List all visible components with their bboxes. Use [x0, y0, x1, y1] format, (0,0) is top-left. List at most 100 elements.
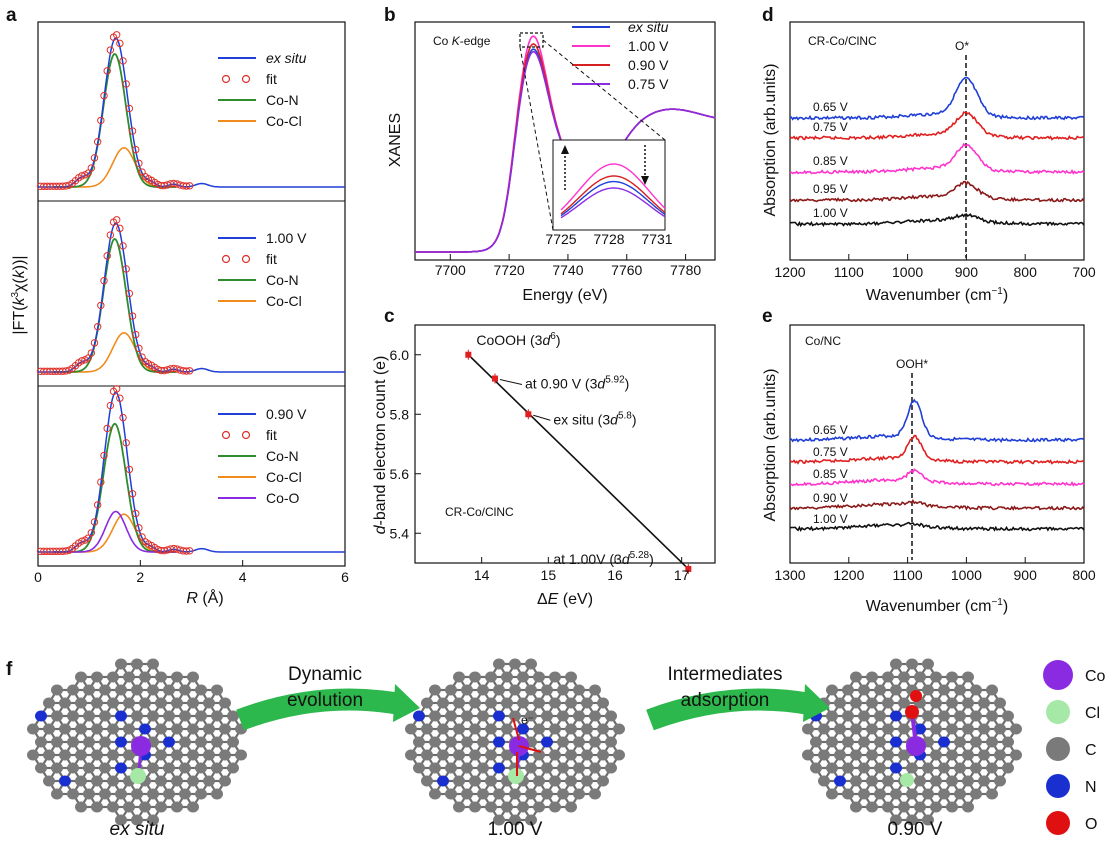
- c-atom: [874, 762, 886, 774]
- panel-a-fit-point-ex-situ: [132, 145, 140, 154]
- c-atom: [485, 749, 497, 761]
- n-atom: [163, 736, 175, 748]
- c-atom: [882, 801, 894, 813]
- c-atom: [429, 710, 441, 722]
- panel-b-xtick-label: 7720: [494, 262, 525, 278]
- c-atom: [211, 736, 223, 748]
- c-atom: [453, 775, 465, 787]
- c-atom: [203, 775, 215, 787]
- panel-b-xtick-label: 7780: [670, 262, 701, 278]
- c-atom: [906, 762, 918, 774]
- c-atom: [810, 736, 822, 748]
- c-atom: [211, 788, 223, 800]
- c-atom: [986, 684, 998, 696]
- panel-b: Co K-edge ex situ 1.00 V 0.90 V 0.75 V 7700…: [387, 19, 716, 304]
- c-atom: [874, 788, 886, 800]
- c-atom: [501, 723, 513, 735]
- c-atom: [842, 788, 854, 800]
- c-atom: [882, 671, 894, 683]
- c-atom: [493, 788, 505, 800]
- c-atom: [501, 801, 513, 813]
- panel-a-fit-point-0-90v: [93, 501, 102, 509]
- c-atom: [605, 710, 617, 722]
- c-atom: [914, 801, 926, 813]
- panel-a-fit-point-ex-situ: [185, 182, 194, 190]
- c-atom: [565, 801, 577, 813]
- n-atom: [437, 775, 449, 787]
- spectrum-4-3: [789, 498, 1085, 511]
- panel-c-ytick-label: 5.6: [390, 466, 410, 482]
- panel-a-fit-point-ex-situ: [135, 159, 143, 167]
- panel-b-xtick-label: 7740: [552, 262, 583, 278]
- c-atom: [51, 788, 63, 800]
- panel-a-legend-marker-fit: [241, 74, 251, 84]
- c-atom: [802, 749, 814, 761]
- c-atom: [43, 697, 55, 709]
- panel-c: CoOOH (3d6) at 0.90 V (3d5.92) ex situ (3d…: [372, 324, 716, 608]
- legend-label-co: Co: [1085, 668, 1106, 685]
- c-atom: [453, 801, 465, 813]
- spectrum-label-4-3: 0.90 V: [813, 491, 848, 505]
- n-atom: [139, 723, 151, 735]
- panel-a-fit-point-0-90v: [122, 439, 130, 447]
- n-atom: [541, 736, 553, 748]
- c-atom: [866, 723, 878, 735]
- c-atom: [525, 788, 537, 800]
- panel-a-fit-point-1-00v: [128, 312, 137, 320]
- panel-b-inset-curve-2: [560, 175, 666, 215]
- c-atom: [549, 671, 561, 683]
- c-atom: [67, 736, 79, 748]
- c-atom: [195, 762, 207, 774]
- panel-b-xtick-label: 7700: [435, 262, 466, 278]
- c-atom: [866, 749, 878, 761]
- c-atom: [107, 697, 119, 709]
- panel-a-fit-point-ex-situ: [122, 80, 130, 88]
- c-atom: [890, 684, 902, 696]
- panel-a-legend-label-2: Co-N: [266, 448, 299, 464]
- panel-e-ylabel: Absorption (arb.units): [762, 369, 779, 522]
- c-atom: [922, 762, 934, 774]
- c-atom: [565, 723, 577, 735]
- spectrum-xtick-label: 1200: [774, 264, 805, 280]
- c-atom: [155, 749, 167, 761]
- panel-b-inset-curves: [560, 163, 666, 219]
- arrow-2-text-1: Intermediates: [667, 664, 782, 685]
- spectrum-3-1: [789, 111, 1085, 141]
- c-atom: [581, 749, 593, 761]
- panel-e: Co/NC OOH* 0.65 V 0.75 V 0.85 V 0.90 V 1.00 …: [762, 324, 1096, 615]
- panel-a-xtick-label: 2: [136, 569, 144, 585]
- panel-label-b: b: [384, 5, 396, 26]
- panel-b-inset: [552, 139, 666, 231]
- panel-a-legend-marker-fit: [241, 430, 251, 440]
- c-atom: [211, 684, 223, 696]
- panel-e-curves: 0.65 V 0.75 V 0.85 V 0.90 V 1.00 V: [789, 398, 1085, 533]
- c-atom: [994, 749, 1006, 761]
- panel-a-fit-point-1-00v: [97, 301, 105, 310]
- panel-b-legend-label-2: 0.90 V: [628, 57, 669, 73]
- c-atom: [898, 697, 910, 709]
- spectrum-xtick-label: 1000: [892, 264, 923, 280]
- n-atom: [517, 723, 529, 735]
- c-atom: [533, 749, 545, 761]
- c-atom: [59, 749, 71, 761]
- c-atom: [453, 697, 465, 709]
- c-atom: [115, 658, 127, 670]
- electron-label: e⁻: [521, 713, 534, 727]
- panel-c-point: [465, 351, 472, 358]
- c-atom: [131, 658, 143, 670]
- arrow-1-text-2: evolution: [287, 690, 363, 711]
- c-atom: [131, 710, 143, 722]
- c-atom: [147, 788, 159, 800]
- n-atom: [890, 736, 902, 748]
- arrow-1-body: [236, 688, 402, 731]
- c-atom: [874, 684, 886, 696]
- panel-a-fit-point-1-00v: [119, 242, 127, 250]
- panel-a-fit-point-ex-situ: [78, 172, 86, 180]
- panel-label-e: e: [762, 306, 773, 327]
- c-atom: [413, 762, 425, 774]
- panel-c-fit-line: [467, 354, 689, 570]
- panel-c-fit-line: [467, 354, 689, 570]
- panel-d-curves: 0.65 V 0.75 V 0.85 V 0.95 V 1.00 V: [789, 76, 1085, 228]
- panel-a-legend-label-4: Co-O: [266, 490, 300, 506]
- c-atom: [946, 671, 958, 683]
